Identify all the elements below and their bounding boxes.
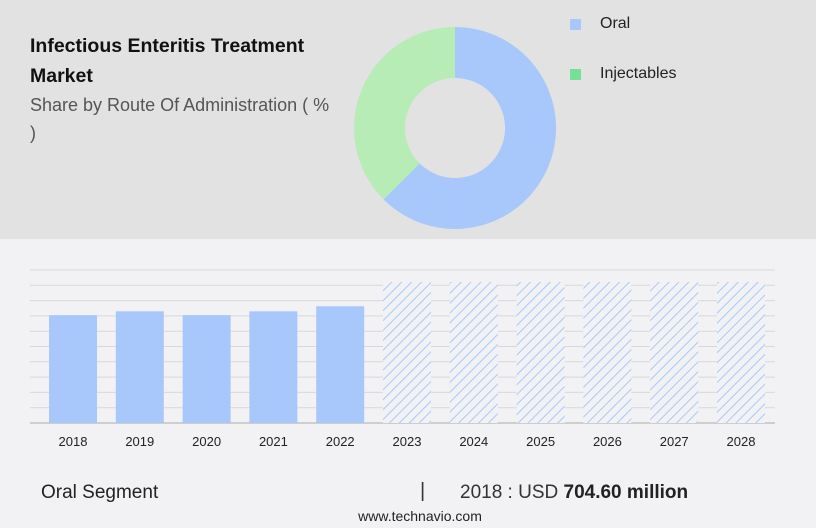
bar-2018 (49, 315, 97, 423)
x-tick-label: 2021 (259, 434, 288, 449)
x-tick-label: 2022 (326, 434, 355, 449)
value-amount: 704.60 million (563, 482, 689, 503)
bar-2020 (182, 315, 231, 423)
chart-subtitle: Share by Route Of Administration ( % ) (30, 95, 330, 143)
year-label: 2018 : USD (460, 482, 559, 503)
bar-2024 (449, 282, 498, 423)
legend-label: Injectables (600, 65, 677, 82)
pie-slice-injectables (353, 27, 455, 200)
x-tick-label: 2020 (192, 434, 221, 449)
bar-2021 (249, 311, 298, 423)
site-link[interactable]: www.technavio.com (358, 508, 482, 524)
x-tick-label: 2027 (660, 434, 689, 449)
legend-item-injectables: Injectables (570, 65, 677, 83)
legend-item-oral: Oral (570, 15, 630, 33)
x-tick-label: 2019 (125, 434, 154, 449)
bar-2019 (115, 311, 164, 423)
bar-2028 (717, 282, 765, 423)
segment-label: Oral Segment (41, 482, 159, 503)
legend-label: Oral (600, 15, 631, 32)
x-tick-label: 2023 (393, 434, 422, 449)
x-tick-label: 2024 (459, 434, 488, 449)
x-tick-label: 2028 (727, 434, 756, 449)
legend-swatch-oral (570, 18, 581, 30)
segment-value: 2018 : USD 704.60 million (460, 482, 688, 504)
bar-2027 (650, 282, 699, 423)
bar-2026 (583, 282, 632, 423)
separator: | (420, 480, 426, 502)
bar-2023 (383, 282, 431, 423)
bar-2022 (316, 306, 365, 423)
pie-slice-oral (383, 27, 556, 229)
x-tick-label: 2026 (593, 434, 622, 449)
x-tick-label: 2018 (59, 434, 88, 449)
x-tick-label: 2025 (526, 434, 555, 449)
bar-2025 (516, 282, 565, 423)
legend-swatch-injectables (570, 68, 581, 80)
chart-title: Infectious Enteritis Treatment Market (30, 35, 305, 87)
